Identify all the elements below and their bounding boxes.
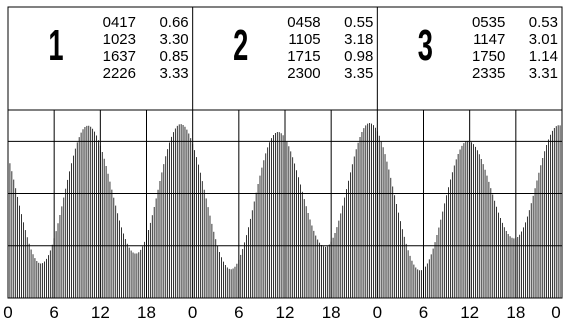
tide-time-d2-2: 1105 bbox=[288, 31, 320, 48]
x-tick-label-9: 6 bbox=[419, 303, 428, 322]
chart-grid bbox=[7, 6, 563, 299]
tide-table-header: 1 0417 0.66 1023 3.30 1637 0.85 2226 3.33 2 0458 0.… bbox=[48, 14, 558, 82]
tide-time-d1-2: 1023 bbox=[103, 31, 136, 48]
tide-time-d2-1: 0458 bbox=[287, 14, 320, 31]
x-tick-label-1: 6 bbox=[49, 303, 58, 322]
tide-time-d1-4: 2226 bbox=[103, 65, 136, 82]
tide-height-d1-3: 0.85 bbox=[159, 48, 188, 65]
tide-time-d3-1: 0535 bbox=[472, 14, 505, 31]
tide-height-d2-2: 3.18 bbox=[344, 31, 373, 48]
x-tick-label-12: 0 bbox=[551, 303, 560, 322]
tide-time-d3-3: 1750 bbox=[472, 48, 505, 65]
x-tick-label-8: 0 bbox=[373, 303, 382, 322]
tide-height-d3-2: 3.01 bbox=[529, 31, 558, 48]
chart-frame bbox=[7, 6, 563, 299]
tide-time-d2-4: 2300 bbox=[287, 65, 320, 82]
tide-height-d2-1: 0.55 bbox=[344, 14, 373, 31]
tide-time-d2-3: 1715 bbox=[287, 48, 320, 65]
x-tick-label-7: 18 bbox=[322, 303, 341, 322]
x-tick-label-2: 12 bbox=[91, 303, 110, 322]
x-tick-label-5: 6 bbox=[234, 303, 243, 322]
day-number-3: 3 bbox=[418, 20, 433, 69]
tide-bars bbox=[7, 123, 563, 298]
tide-height-d2-4: 3.35 bbox=[344, 65, 373, 82]
x-tick-label-0: 0 bbox=[3, 303, 12, 322]
x-tick-label-11: 18 bbox=[506, 303, 525, 322]
tide-height-d3-1: 0.53 bbox=[529, 14, 558, 31]
tide-height-d1-4: 3.33 bbox=[159, 65, 188, 82]
x-tick-label-10: 12 bbox=[460, 303, 479, 322]
x-tick-label-4: 0 bbox=[188, 303, 197, 322]
tide-height-d3-4: 3.31 bbox=[529, 65, 558, 82]
tide-height-d1-1: 0.66 bbox=[159, 14, 188, 31]
tide-time-d1-3: 1637 bbox=[103, 48, 136, 65]
x-tick-label-6: 12 bbox=[276, 303, 295, 322]
tide-height-d2-3: 0.98 bbox=[344, 48, 373, 65]
tide-time-d3-4: 2335 bbox=[472, 65, 505, 82]
x-tick-label-3: 18 bbox=[137, 303, 156, 322]
day-number-2: 2 bbox=[233, 20, 248, 69]
tide-time-d1-1: 0417 bbox=[103, 14, 136, 31]
day-number-1: 1 bbox=[48, 20, 63, 69]
tide-height-d1-2: 3.30 bbox=[159, 31, 188, 48]
tide-time-d3-2: 1147 bbox=[473, 31, 505, 48]
tide-height-d3-3: 1.14 bbox=[529, 48, 558, 65]
x-axis: 0 6 12 18 0 6 12 18 0 6 12 18 0 bbox=[3, 303, 560, 322]
